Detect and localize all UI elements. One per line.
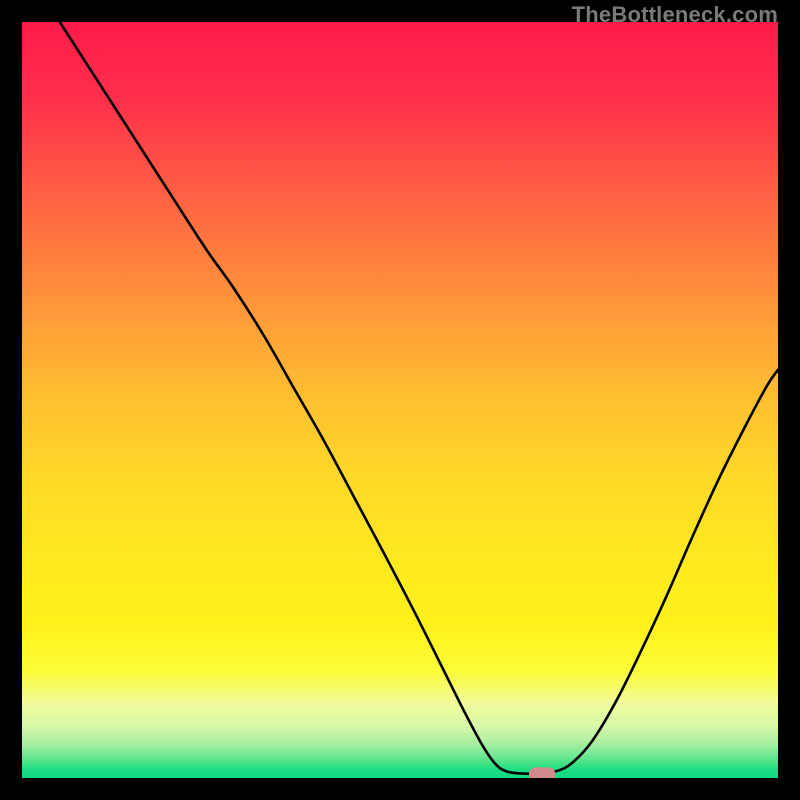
chart-svg — [22, 22, 778, 778]
gradient-background — [22, 22, 778, 778]
optimal-point-marker — [529, 767, 555, 778]
watermark-text: TheBottleneck.com — [572, 2, 778, 28]
plot-area — [22, 22, 778, 778]
chart-frame: TheBottleneck.com — [0, 0, 800, 800]
